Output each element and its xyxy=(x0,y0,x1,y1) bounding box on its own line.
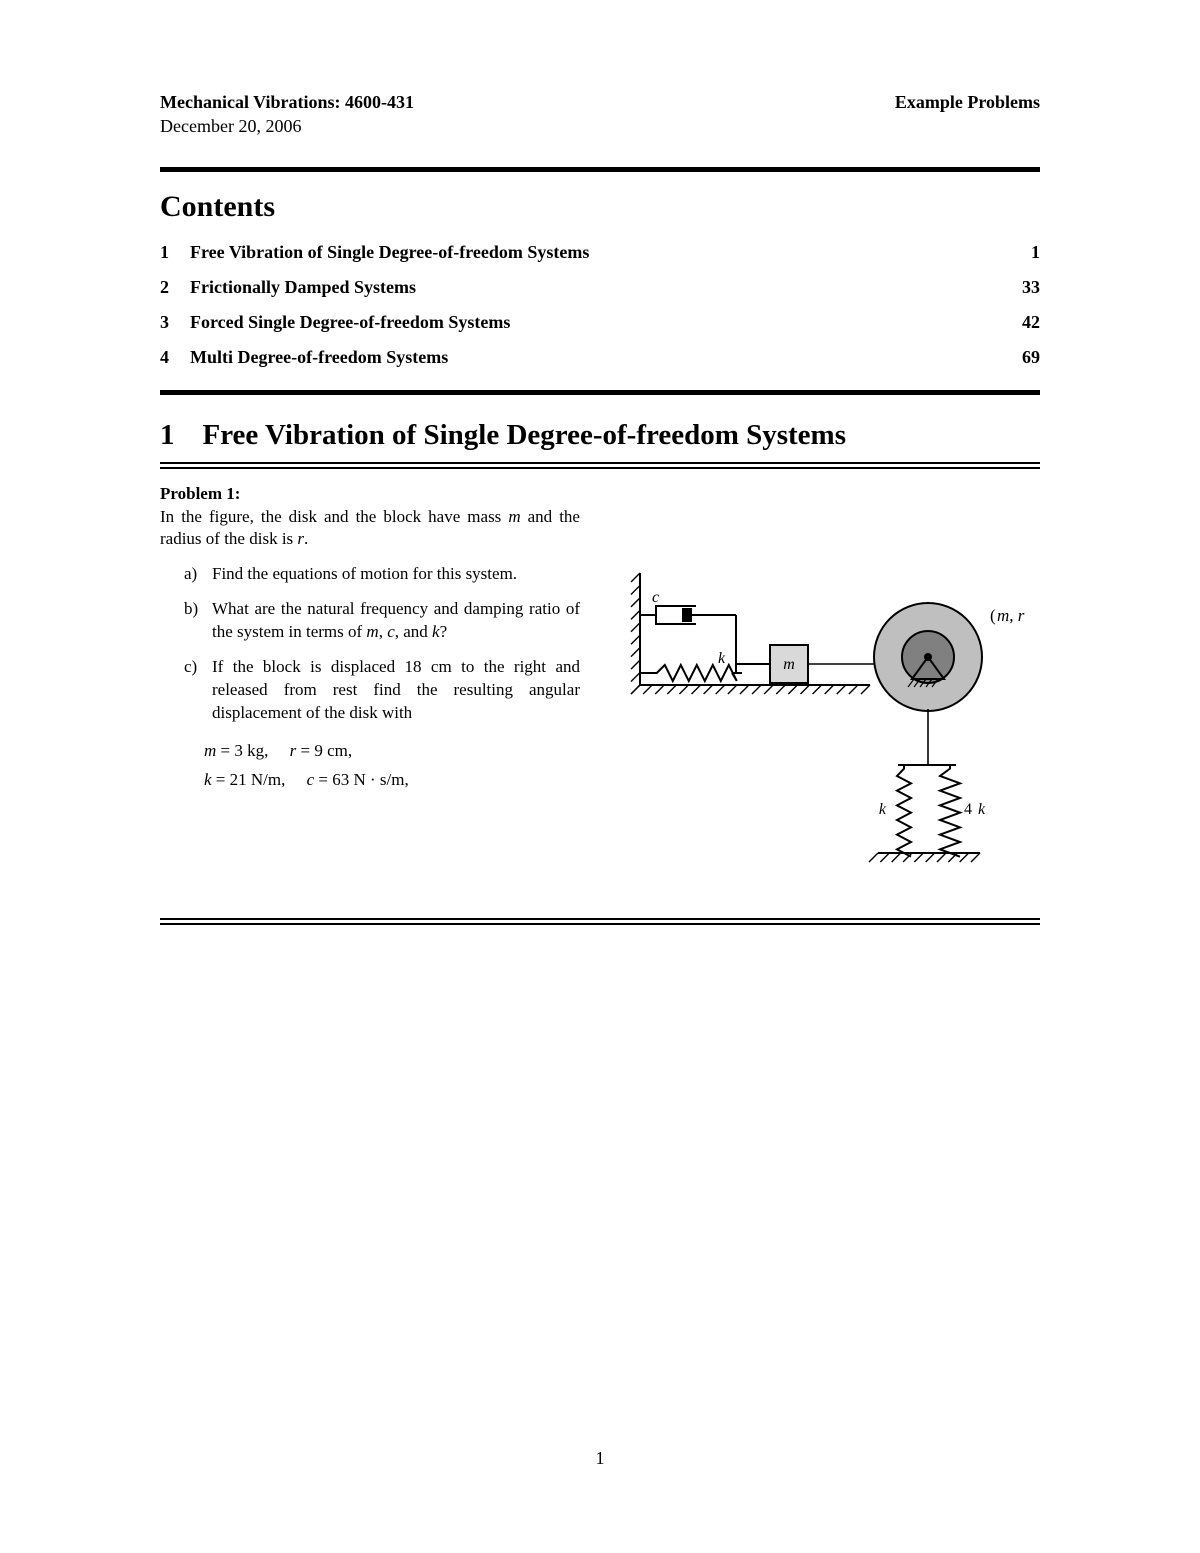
toc-num: 2 xyxy=(160,277,190,298)
page-number: 1 xyxy=(0,1448,1200,1469)
toc-page: 69 xyxy=(1000,347,1040,368)
sym-k: k xyxy=(432,622,440,641)
sub-letter: a) xyxy=(184,563,212,586)
subitem-b: b) What are the natural frequency and da… xyxy=(184,598,580,644)
eq-c-rhs: = 63 N · s/m, xyxy=(314,770,409,789)
subitem-c: c) If the block is displaced 18 cm to th… xyxy=(184,656,580,725)
figure-cell: ckm(m, r)k4 k xyxy=(610,483,1040,896)
sub-letter: c) xyxy=(184,656,212,725)
page-root: Mechanical Vibrations: 4600-431 December… xyxy=(0,0,1200,1553)
problem-label: Problem 1: xyxy=(160,484,240,503)
toc-num: 3 xyxy=(160,312,190,333)
header-left: Mechanical Vibrations: 4600-431 December… xyxy=(160,90,414,139)
eq-k-rhs: = 21 N/m, xyxy=(212,770,286,789)
svg-text:(: ( xyxy=(990,606,996,625)
svg-text:k: k xyxy=(978,801,986,818)
b-end: ? xyxy=(440,622,448,641)
course-title: Mechanical Vibrations: 4600-431 xyxy=(160,92,414,112)
section-rule xyxy=(160,462,1040,469)
equations: m = 3 kg, r = 9 cm, k = 21 N/m, c = 63 N… xyxy=(204,737,580,795)
toc-num: 1 xyxy=(160,242,190,263)
sym-m2: m xyxy=(366,622,378,641)
sym-c: c xyxy=(387,622,395,641)
eq-m: m xyxy=(204,741,216,760)
toc-title: Multi Degree-of-freedom Systems xyxy=(190,347,1000,368)
problem-end-rule xyxy=(160,918,1040,925)
toc-title: Free Vibration of Single Degree-of-freed… xyxy=(190,242,1000,263)
rule-top xyxy=(160,167,1040,172)
section-heading: 1 Free Vibration of Single Degree-of-fre… xyxy=(160,419,1040,452)
eq-r-rhs: = 9 cm, xyxy=(296,741,352,760)
toc-page: 42 xyxy=(1000,312,1040,333)
sub-letter: b) xyxy=(184,598,212,644)
toc-row: 2 Frictionally Damped Systems 33 xyxy=(160,277,1040,298)
contents-heading: Contents xyxy=(160,190,1040,224)
toc-page: 33 xyxy=(1000,277,1040,298)
toc-row: 1 Free Vibration of Single Degree-of-fre… xyxy=(160,242,1040,263)
toc-page: 1 xyxy=(1000,242,1040,263)
eq-m-rhs: = 3 kg, xyxy=(216,741,268,760)
svg-text:c: c xyxy=(652,589,659,606)
sub-body: Find the equations of motion for this sy… xyxy=(212,563,580,586)
toc-row: 3 Forced Single Degree-of-freedom System… xyxy=(160,312,1040,333)
eq-k: k xyxy=(204,770,212,789)
subitems: a) Find the equations of motion for this… xyxy=(160,563,580,725)
header-right: Example Problems xyxy=(895,90,1040,139)
sym-m: m xyxy=(508,507,520,526)
rule-after-toc xyxy=(160,390,1040,395)
svg-text:k: k xyxy=(718,650,726,667)
toc-title: Forced Single Degree-of-freedom Systems xyxy=(190,312,1000,333)
section-number: 1 xyxy=(160,419,175,452)
toc-title: Frictionally Damped Systems xyxy=(190,277,1000,298)
mechanical-diagram: ckm(m, r)k4 k xyxy=(610,529,1030,889)
problem-intro: Problem 1: In the figure, the disk and t… xyxy=(160,483,580,552)
b-pre: What are the natural frequency and dampi… xyxy=(212,599,580,641)
svg-text:k: k xyxy=(879,801,887,818)
problem-block: Problem 1: In the figure, the disk and t… xyxy=(160,483,1040,896)
sub-body: What are the natural frequency and dampi… xyxy=(212,598,580,644)
svg-text:4: 4 xyxy=(964,801,972,818)
toc-num: 4 xyxy=(160,347,190,368)
page-header: Mechanical Vibrations: 4600-431 December… xyxy=(160,90,1040,139)
svg-text:m: m xyxy=(783,656,795,673)
problem-text: Problem 1: In the figure, the disk and t… xyxy=(160,483,580,896)
document-date: December 20, 2006 xyxy=(160,116,301,136)
intro-pre: In the figure, the disk and the block ha… xyxy=(160,507,508,526)
sub-body: If the block is displaced 18 cm to the r… xyxy=(212,656,580,725)
svg-text:m, r: m, r xyxy=(997,606,1025,625)
toc: 1 Free Vibration of Single Degree-of-fre… xyxy=(160,242,1040,368)
intro-end: . xyxy=(304,529,308,548)
section-title: Free Vibration of Single Degree-of-freed… xyxy=(203,419,847,452)
subitem-a: a) Find the equations of motion for this… xyxy=(184,563,580,586)
toc-row: 4 Multi Degree-of-freedom Systems 69 xyxy=(160,347,1040,368)
